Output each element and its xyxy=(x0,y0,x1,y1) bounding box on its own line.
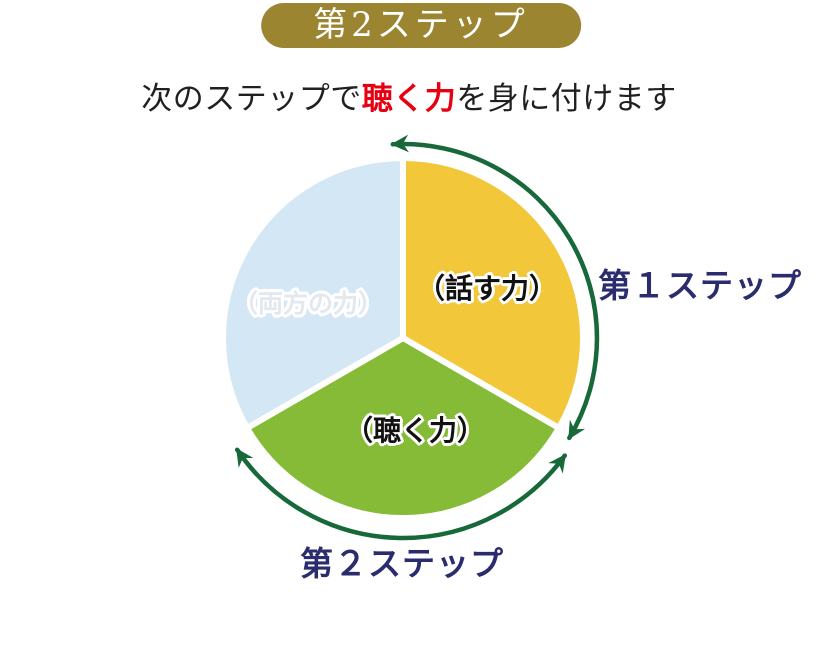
pie-label-both: （両方の力） xyxy=(232,289,384,318)
subtitle-suffix: を身に付けます xyxy=(456,81,677,117)
step-badge: 第2ステップ xyxy=(261,3,581,48)
pie-segment-both xyxy=(220,155,406,431)
step1-label: 第１ステップ xyxy=(598,266,802,305)
pie xyxy=(220,155,586,522)
pie-label-speak: （話す力） xyxy=(416,272,558,305)
pie-label-listen: （聴く力） xyxy=(344,414,486,447)
subtitle: 次のステップで聴く力を身に付けます xyxy=(141,73,677,118)
cycle-arrow-step1 xyxy=(390,134,600,441)
subtitle-prefix: 次のステップで xyxy=(141,81,362,117)
cycle-arrow-step2 xyxy=(234,447,568,541)
step2-label: 第２ステップ xyxy=(300,544,504,583)
subtitle-highlight: 聴く力 xyxy=(361,81,457,117)
